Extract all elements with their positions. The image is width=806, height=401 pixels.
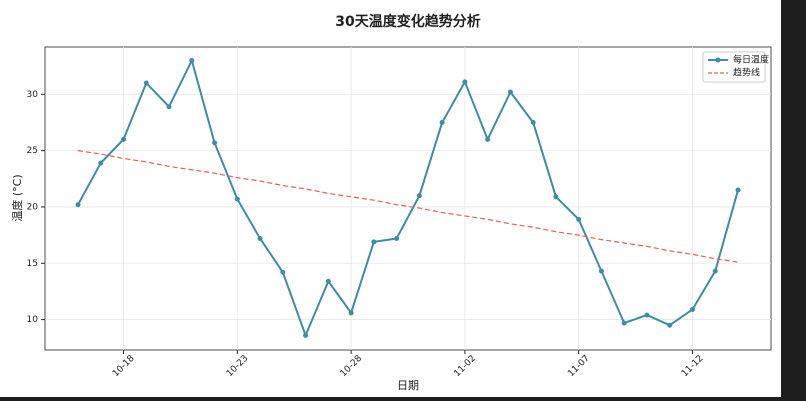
point: [553, 194, 559, 200]
y-tick-label: 10: [27, 315, 39, 325]
point: [325, 278, 331, 284]
series-line: [77, 57, 739, 339]
point: [416, 193, 422, 199]
y-tick-label: 15: [27, 259, 38, 269]
point: [189, 58, 195, 64]
point: [143, 80, 149, 86]
point: [598, 268, 604, 274]
point: [280, 269, 286, 275]
point: [303, 332, 309, 338]
x-axis-label: 日期: [397, 379, 419, 392]
point: [371, 239, 377, 245]
point: [712, 268, 718, 274]
point: [667, 322, 673, 328]
point: [644, 312, 650, 318]
point: [257, 235, 263, 241]
point: [530, 119, 536, 125]
point: [485, 136, 491, 142]
point: [212, 140, 218, 146]
legend-marker: [715, 57, 721, 63]
point: [689, 306, 695, 312]
canvas: [0, 0, 781, 397]
point: [439, 119, 445, 125]
point: [166, 104, 172, 110]
point: [621, 320, 627, 326]
point: [75, 202, 81, 208]
point: [394, 235, 400, 241]
y-axis-label: 温度 (°C): [10, 174, 24, 221]
point: [507, 89, 513, 95]
point: [462, 79, 468, 85]
point: [234, 196, 240, 202]
y-tick-label: 25: [27, 146, 38, 156]
legend-label: 每日温度: [733, 54, 769, 66]
point: [98, 160, 104, 166]
point: [735, 187, 741, 193]
chart-title: 30天温度变化趋势分析: [335, 13, 480, 30]
plot-frame: [44, 46, 772, 351]
point: [121, 136, 127, 142]
y-tick-label: 20: [27, 202, 39, 212]
y-tick-label: 30: [27, 90, 39, 100]
point: [576, 216, 582, 222]
point: [348, 310, 354, 316]
legend-label: 趋势线: [733, 67, 760, 79]
